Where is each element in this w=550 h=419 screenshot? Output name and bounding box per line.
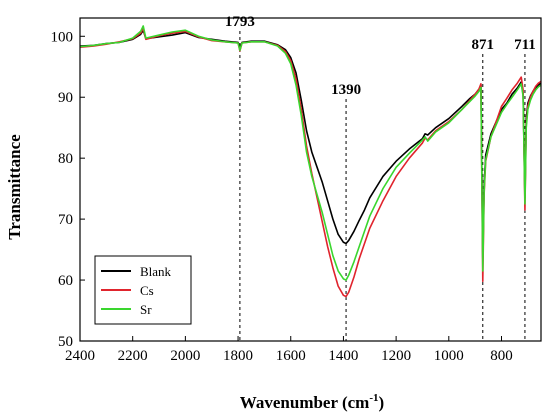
y-tick-label: 60	[58, 273, 73, 289]
y-tick-label: 80	[58, 151, 73, 167]
peak-label: 871	[472, 37, 495, 53]
legend-label: Sr	[140, 302, 152, 317]
series-line-blank	[79, 29, 542, 260]
series-line-sr	[79, 25, 542, 281]
y-tick-label: 50	[58, 334, 73, 350]
plot-frame	[79, 17, 542, 342]
x-tick-label: 1800	[223, 348, 253, 364]
x-tick-label: 1000	[434, 348, 464, 364]
y-tick-label: 90	[58, 90, 73, 106]
x-tick-label: 1400	[328, 348, 358, 364]
peak-label: 1390	[331, 82, 361, 98]
peak-labels: 1793 1390 871 711	[225, 14, 536, 98]
peak-markers	[239, 31, 526, 341]
legend-label: Cs	[140, 283, 154, 298]
y-axis-title: Transmittance	[5, 134, 24, 240]
legend-label: Blank	[140, 264, 172, 279]
x-tick-label: 2400	[65, 348, 95, 364]
x-tick-label: 1600	[276, 348, 306, 364]
x-tick-label: 2000	[170, 348, 200, 364]
x-tick-label: 800	[490, 348, 513, 364]
peak-label: 1793	[225, 14, 255, 30]
x-axis: 2400 2200 2000 1800 1600 1400 1200 1000 800	[65, 336, 513, 364]
series-lines	[79, 25, 542, 298]
x-tick-label: 1200	[381, 348, 411, 364]
x-axis-title: Wavenumber (cm-1)	[240, 392, 384, 412]
y-tick-label: 70	[58, 212, 73, 228]
legend: Blank Cs Sr	[94, 255, 192, 325]
x-tick-label: 2200	[118, 348, 148, 364]
peak-label: 711	[514, 37, 536, 53]
y-tick-label: 100	[51, 29, 74, 45]
y-axis: 50 60 70 80 90 100	[51, 29, 85, 350]
